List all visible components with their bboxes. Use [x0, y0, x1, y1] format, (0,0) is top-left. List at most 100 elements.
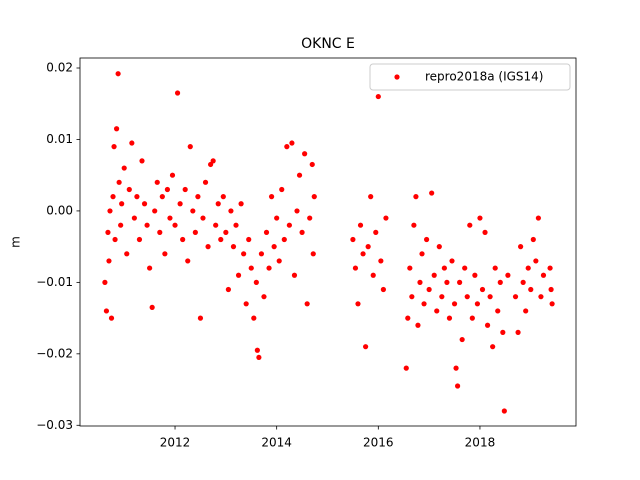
y-tick-label: −0.01: [36, 275, 73, 289]
point: [350, 236, 356, 243]
x-tick-label: 2016: [363, 436, 394, 450]
point: [102, 279, 108, 285]
point: [520, 279, 526, 285]
point: [453, 365, 459, 371]
point: [497, 279, 503, 285]
y-tick-label: 0.01: [46, 132, 73, 146]
point: [454, 383, 461, 389]
point: [449, 258, 455, 264]
point: [310, 251, 316, 257]
point: [484, 322, 491, 328]
point: [118, 222, 124, 228]
point: [294, 208, 300, 214]
point: [515, 329, 521, 335]
point: [164, 186, 171, 193]
point: [233, 222, 239, 228]
point: [523, 308, 529, 314]
point: [457, 279, 463, 285]
point: [525, 265, 531, 271]
point: [459, 336, 465, 343]
point: [119, 201, 125, 207]
point: [482, 229, 488, 235]
point: [439, 294, 445, 300]
plot-frame: [79, 57, 577, 427]
chart-title: OKNC E: [301, 36, 355, 52]
point: [479, 286, 486, 293]
point: [505, 272, 511, 278]
point: [538, 294, 544, 300]
point: [149, 304, 155, 310]
point: [182, 186, 188, 193]
point: [451, 301, 458, 307]
point: [405, 315, 411, 321]
point: [490, 344, 496, 350]
point: [533, 258, 539, 264]
point: [258, 251, 265, 257]
point: [241, 251, 247, 257]
point: [535, 215, 541, 221]
point: [299, 229, 305, 235]
point: [530, 236, 536, 243]
point: [185, 258, 191, 264]
point: [419, 251, 425, 257]
point: [291, 272, 298, 278]
point: [202, 179, 209, 185]
point: [423, 236, 430, 243]
point: [223, 229, 229, 235]
point: [251, 315, 257, 321]
point: [144, 222, 150, 228]
point: [501, 408, 507, 414]
point: [380, 286, 386, 293]
point: [363, 344, 369, 350]
point: [413, 194, 419, 200]
point: [235, 272, 242, 278]
point: [289, 140, 295, 146]
point: [474, 301, 481, 307]
y-tick-label: −0.03: [36, 418, 73, 432]
point: [159, 194, 165, 200]
point: [271, 244, 277, 250]
point: [355, 301, 361, 307]
point: [464, 294, 470, 300]
point: [110, 194, 116, 200]
point: [549, 301, 555, 307]
point: [407, 265, 413, 271]
point: [141, 201, 148, 207]
point: [108, 315, 115, 321]
point: [421, 301, 427, 307]
point: [129, 140, 135, 146]
point: [205, 244, 211, 250]
x-tick-label: 2018: [465, 436, 496, 450]
point: [429, 190, 435, 196]
y-tick-label: 0.02: [46, 61, 73, 75]
point: [112, 236, 118, 243]
point: [431, 272, 437, 278]
legend-marker: [394, 74, 400, 80]
point: [276, 258, 282, 264]
point: [469, 315, 475, 321]
legend-label: repro2018a (IGS14): [425, 70, 543, 84]
point: [375, 93, 381, 100]
point: [492, 265, 498, 271]
point: [261, 294, 267, 300]
point: [172, 222, 178, 228]
point: [195, 194, 201, 200]
point: [105, 229, 111, 235]
point: [441, 265, 447, 271]
point: [111, 144, 117, 150]
point: [311, 194, 317, 200]
point: [124, 251, 130, 257]
point: [225, 286, 231, 293]
point: [360, 251, 366, 257]
y-axis-label: m: [9, 236, 23, 248]
point: [352, 265, 359, 271]
point: [246, 236, 252, 243]
point: [238, 201, 244, 207]
point: [113, 126, 120, 132]
point: [136, 236, 143, 243]
point: [228, 208, 234, 214]
x-tick-label: 2012: [160, 436, 191, 450]
point: [215, 201, 221, 207]
point: [115, 71, 121, 77]
